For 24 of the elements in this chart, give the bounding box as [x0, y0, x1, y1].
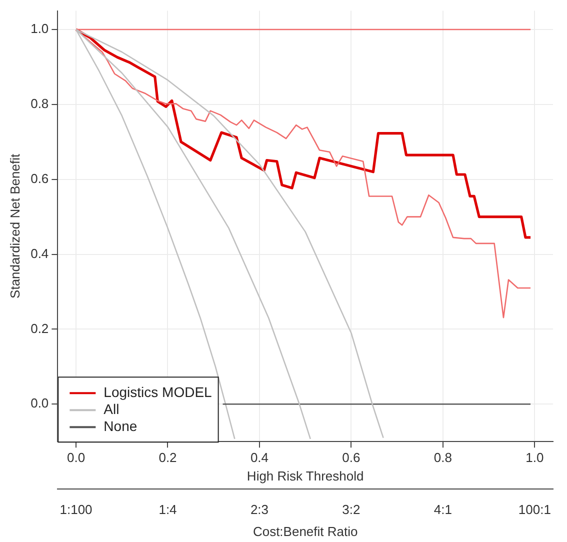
x-tick-label: 0.0 [66, 450, 86, 465]
x-tick-label: 0.2 [158, 450, 177, 465]
legend-label: Logistics MODEL [104, 384, 212, 400]
x-tick-label: 0.6 [342, 450, 360, 465]
y-tick-label: 0.0 [30, 396, 49, 411]
text: 1:100 [60, 502, 92, 518]
x-tick-label: 0.8 [434, 450, 452, 465]
x-tick-label: 1.0 [526, 450, 544, 465]
text: 1:4 [158, 502, 177, 518]
text: 3:2 [342, 502, 360, 518]
legend-label: All [104, 400, 120, 417]
legend-label: None [104, 418, 138, 434]
x-axis-title: High Risk Threshold [246, 468, 364, 484]
text: 4:1 [434, 502, 452, 518]
x-tick-label: 0.4 [250, 450, 269, 465]
x2-axis-title: Cost:Benefit Ratio [252, 524, 358, 539]
text: 100:1 [518, 502, 551, 518]
y-tick-label: 0.4 [30, 246, 49, 261]
y-tick-label: 0.8 [30, 96, 49, 112]
y-axis-title: Standardized Net Benefit [7, 154, 22, 298]
y-tick-label: 0.6 [30, 170, 49, 186]
y-tick-label: 0.2 [30, 320, 49, 336]
y-tick-label: 1.0 [30, 21, 49, 36]
text: 2:3 [250, 502, 269, 518]
